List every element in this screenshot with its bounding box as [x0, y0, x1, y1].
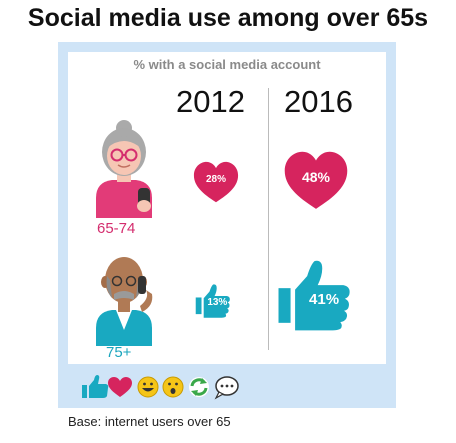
year-label-2016: 2016 — [284, 84, 353, 119]
thumbs-up-75-plus-2012 — [195, 284, 230, 318]
thumbs-up-75-plus-2016 — [278, 261, 350, 331]
heart-icon — [108, 377, 132, 397]
value-75-plus-2016: 41% — [309, 291, 340, 309]
footnote: Base: internet users over 65 — [68, 414, 231, 429]
grandmother-icon — [96, 120, 152, 218]
year-label-2012: 2012 — [176, 84, 245, 119]
heart-65-74-2016 — [284, 151, 348, 209]
grandfather-icon — [96, 257, 153, 346]
grin-icon — [137, 376, 159, 398]
thumbs-up-icon — [82, 375, 109, 398]
refresh-icon — [189, 377, 209, 397]
wow-icon — [162, 376, 184, 398]
heart-65-74-2012 — [193, 161, 239, 203]
value-75-plus-2012: 13% — [207, 296, 228, 308]
group-label-75-plus: 75+ — [106, 344, 132, 361]
group-label-65-74: 65-74 — [97, 220, 136, 237]
value-65-74-2016: 48% — [301, 168, 331, 185]
value-65-74-2012: 28% — [205, 174, 226, 186]
reaction-bar — [82, 375, 239, 400]
speech-bubble-icon — [214, 376, 239, 400]
chart-subtitle: % with a social media account — [133, 57, 321, 72]
year-divider — [268, 88, 269, 350]
chart-title: Social media use among over 65s — [27, 4, 429, 32]
